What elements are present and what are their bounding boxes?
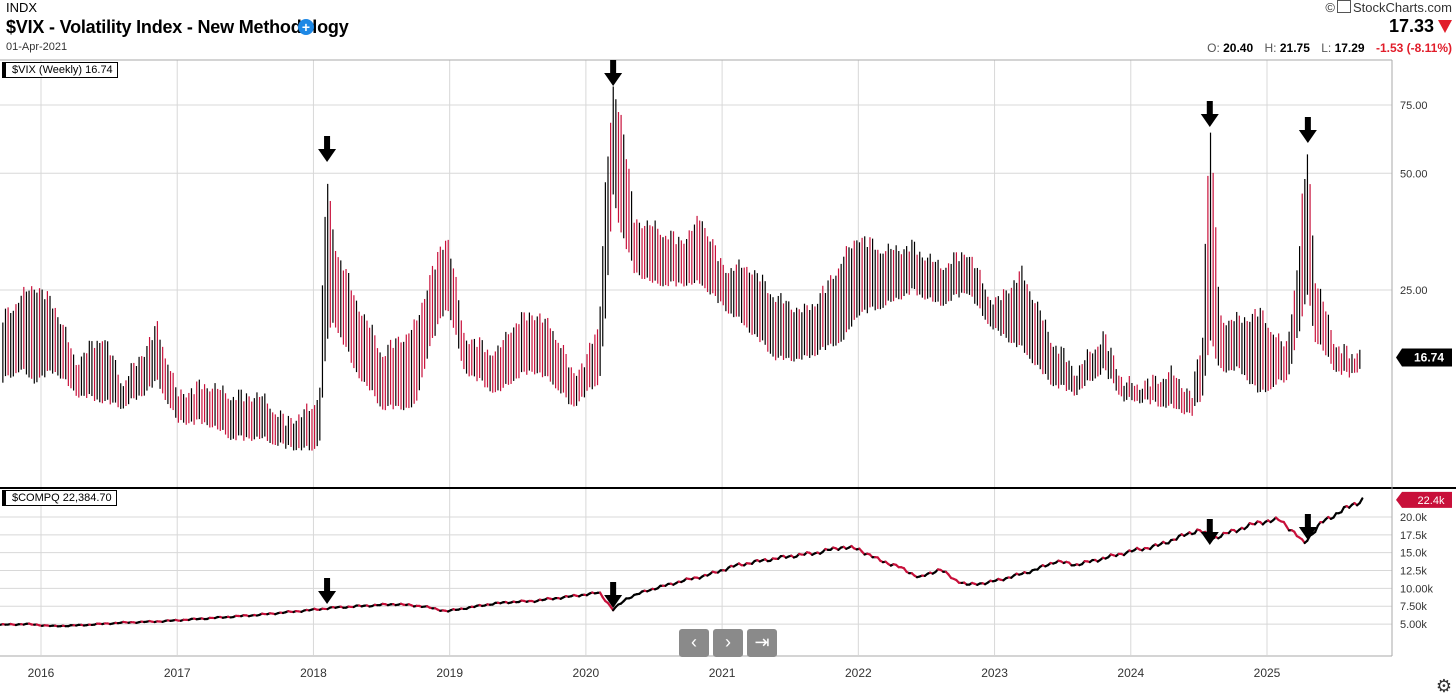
arrow-head	[1200, 114, 1219, 127]
vix-last-value-tag: 16.74	[1396, 348, 1452, 367]
exchange-label: INDX	[6, 0, 38, 15]
compq-segment	[1314, 524, 1319, 534]
vix-last-value-text: 16.74	[1414, 351, 1444, 365]
x-tick-label: 2023	[981, 666, 1008, 680]
arrow-shaft	[610, 582, 617, 596]
vix-last-value-bg	[1396, 348, 1452, 367]
arrow-shaft	[1304, 514, 1311, 528]
ohlc-readout: O: 20.40 H: 21.75 L: 17.29 -1.53 (-8.11%…	[1207, 41, 1452, 55]
y-tick-label: 20.0k	[1400, 512, 1427, 524]
grid	[0, 60, 1392, 655]
arrow-down-icon	[1200, 519, 1219, 545]
compq-segment	[1358, 497, 1364, 505]
x-tick-label: 2022	[845, 666, 872, 680]
compq-line	[0, 497, 1364, 628]
y-tick-label: 5.00k	[1400, 619, 1427, 631]
compq-last-value-text: 22.4k	[1418, 495, 1445, 507]
axes: 2016 2017 2018 2019 2020 2021 2022 2023 2024 2025…	[0, 59, 1456, 680]
brand-logo[interactable]: © StockCharts.com	[1325, 0, 1452, 15]
open-value: 20.40	[1223, 41, 1254, 55]
compq-last-value-tag: 22.4k	[1396, 491, 1452, 508]
vix-legend-text: $VIX (Weekly) 16.74	[12, 64, 113, 76]
chart-date: 01-Apr-2021	[6, 41, 68, 53]
arrow-shaft	[610, 60, 617, 74]
gear-icon[interactable]: ⚙	[1435, 676, 1452, 696]
arrow-down-icon	[604, 582, 623, 608]
arrow-shaft	[324, 136, 331, 150]
arrow-head	[604, 73, 623, 86]
arrow-head	[318, 149, 337, 162]
x-tick-label: 2021	[709, 666, 736, 680]
high-label: H:	[1264, 41, 1277, 55]
last-price: 17.33	[1388, 16, 1434, 36]
skip-to-end-icon[interactable]: ⇥	[747, 629, 777, 657]
arrow-head	[1200, 532, 1219, 545]
arrow-shaft	[1206, 519, 1213, 533]
arrow-down-icon	[318, 136, 337, 162]
arrow-down-icon	[1298, 514, 1317, 540]
change-value: -1.53 (-8.11%)	[1375, 41, 1452, 55]
x-tick-label: 2024	[1117, 666, 1144, 680]
chevron-left-icon[interactable]: ‹	[679, 629, 709, 657]
plus-circle-icon[interactable]: +	[298, 19, 314, 35]
low-value: 17.29	[1334, 41, 1365, 55]
chart-title: $VIX - Volatility Index - New Methodolog…	[6, 17, 349, 37]
arrow-head	[318, 591, 337, 604]
y-tick-label: 17.5k	[1400, 530, 1427, 542]
brand-name: StockCharts.com	[1353, 0, 1452, 15]
annotations	[318, 60, 1317, 608]
arrow-down-icon	[318, 578, 337, 604]
compq-legend-text: $COMPQ 22,384.70	[12, 492, 112, 504]
arrow-down-icon	[604, 60, 623, 86]
arrow-head	[604, 595, 623, 608]
x-tick-label: 2019	[436, 666, 463, 680]
compq-legend: $COMPQ 22,384.70	[2, 490, 117, 506]
high-value: 21.75	[1279, 41, 1310, 55]
y-tick-label: 7.50k	[1400, 601, 1427, 613]
arrow-shaft	[1304, 117, 1311, 131]
arrow-down-icon	[1200, 101, 1219, 127]
x-tick-label: 2017	[164, 666, 191, 680]
open-label: O:	[1207, 41, 1220, 55]
y-tick-label: 15.0k	[1400, 548, 1427, 560]
y-tick-label: 10.00k	[1400, 583, 1434, 595]
y-tick-label: 75.00	[1400, 100, 1428, 112]
x-tick-label: 2025	[1254, 666, 1281, 680]
low-label: L:	[1321, 41, 1332, 55]
stockcharts-logo-icon	[1337, 0, 1352, 13]
arrow-shaft	[1206, 101, 1213, 115]
arrow-down-icon	[1298, 117, 1317, 143]
compq-last-value-bg	[1396, 491, 1452, 508]
y-tick-label: 25.00	[1400, 285, 1428, 297]
chevron-right-icon[interactable]: ›	[713, 629, 743, 657]
y-tick-label: 12.5k	[1400, 566, 1427, 578]
vix-bars	[2, 86, 1361, 451]
arrow-head	[1298, 527, 1317, 540]
triangle-down-icon	[1438, 20, 1452, 33]
arrow-shaft	[324, 578, 331, 592]
arrow-head	[1298, 130, 1317, 143]
x-tick-label: 2018	[300, 666, 327, 680]
x-tick-label: 2016	[28, 666, 55, 680]
vix-legend: $VIX (Weekly) 16.74	[2, 62, 118, 78]
y-tick-label: 50.00	[1400, 168, 1428, 180]
x-tick-label: 2020	[573, 666, 600, 680]
